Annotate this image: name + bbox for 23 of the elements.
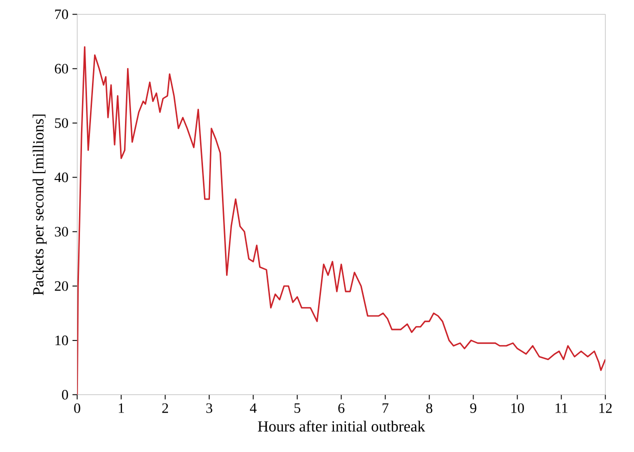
x-tick-label: 0	[74, 403, 80, 413]
x-tick-label: 12	[599, 403, 612, 413]
y-tick-label: 50	[55, 118, 68, 128]
x-tick-label: 11	[556, 403, 568, 413]
x-axis-title: Hours after initial outbreak	[258, 420, 426, 432]
x-tick-label: 5	[294, 403, 300, 413]
x-tick-label: 9	[470, 403, 476, 413]
y-tick-label: 0	[62, 390, 68, 400]
y-tick-label: 40	[54, 172, 68, 182]
x-tick-label: 7	[382, 403, 388, 413]
y-tick-label: 20	[54, 281, 68, 291]
y-axis-title: Packets per second [millions]	[32, 114, 47, 296]
x-tick-label: 10	[511, 403, 524, 413]
y-tick-label: 10	[56, 336, 68, 346]
y-tick-label: 70	[55, 9, 68, 20]
x-tick-label: 1	[118, 403, 124, 413]
x-tick-label: 2	[162, 403, 168, 413]
y-tick-label: 30	[54, 226, 68, 237]
x-tick-label: 4	[250, 403, 257, 413]
y-tick-label: 60	[54, 64, 68, 74]
x-tick-label: 6	[338, 403, 344, 413]
x-tick-label: 8	[426, 403, 432, 413]
x-tick-label: 3	[206, 403, 212, 413]
